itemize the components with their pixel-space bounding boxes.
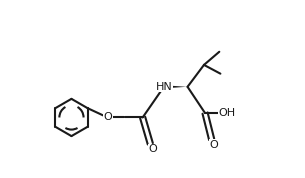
Polygon shape <box>168 85 186 88</box>
Text: O: O <box>210 140 218 150</box>
Text: O: O <box>103 112 112 122</box>
Text: OH: OH <box>218 108 235 118</box>
Text: HN: HN <box>156 82 173 92</box>
Text: O: O <box>148 144 157 154</box>
